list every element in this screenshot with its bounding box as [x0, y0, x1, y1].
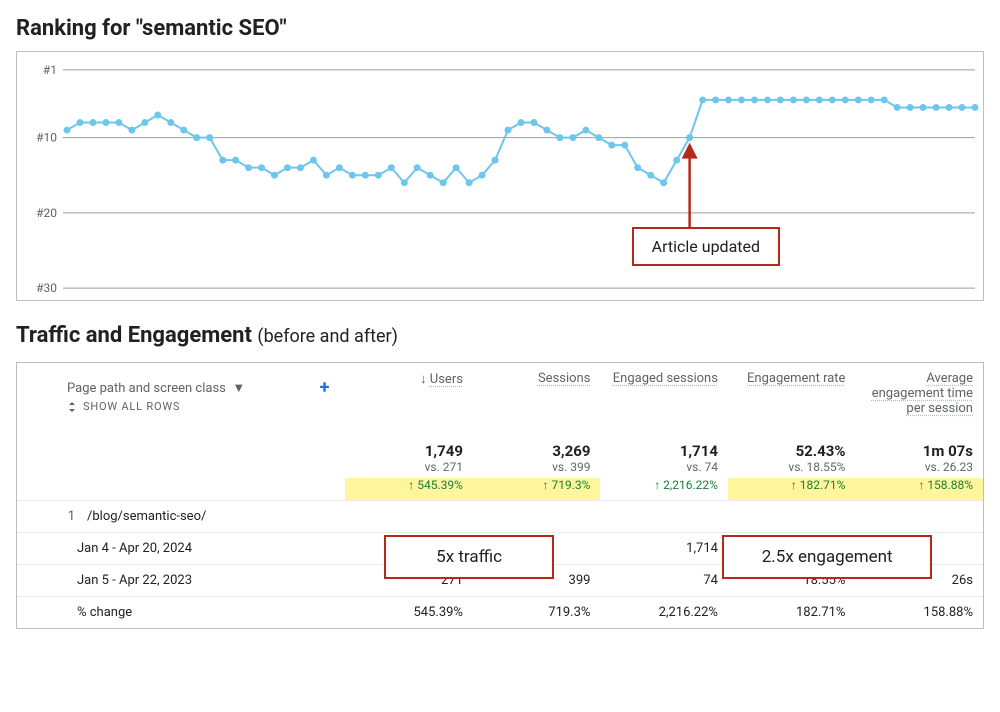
svg-text:#20: #20 — [36, 206, 57, 220]
col-users[interactable]: Users — [345, 363, 473, 424]
col-engagement-rate[interactable]: Engagement rate — [728, 363, 856, 424]
cell-sessions — [473, 501, 601, 533]
summary-users: 1,749vs. 271 — [345, 424, 473, 478]
dimension-header: Page path and screen class ▼ + SHOW ALL … — [17, 363, 345, 424]
row-label: Jan 4 - Apr 20, 2024 — [17, 533, 345, 565]
traffic-title: Traffic and Engagement — [16, 323, 252, 348]
cell-eng_sessions: 74 — [600, 565, 728, 597]
col-avg-time[interactable]: Average engagement time per session — [855, 363, 983, 424]
add-dimension-button[interactable]: + — [320, 377, 330, 398]
svg-text:#30: #30 — [36, 281, 57, 295]
summary-delta-row: 545.39%719.3%2,216.22%182.71%158.88% — [17, 478, 983, 501]
traffic-title-wrap: Traffic and Engagement (before and after… — [16, 323, 984, 348]
dimension-label[interactable]: Page path and screen class ▼ — [67, 380, 245, 396]
cell-users: 545.39% — [345, 597, 473, 629]
summary-eng_sessions: 1,714vs. 74 — [600, 424, 728, 478]
cell-users — [345, 501, 473, 533]
summary-sessions: 3,269vs. 399 — [473, 424, 601, 478]
show-all-rows-button[interactable]: SHOW ALL ROWS — [27, 400, 335, 413]
row-label: Jan 5 - Apr 22, 2023 — [17, 565, 345, 597]
traffic-subtitle: (before and after) — [257, 326, 397, 347]
metrics-panel: Page path and screen class ▼ + SHOW ALL … — [16, 362, 984, 629]
row-label: 1/blog/semantic-seo/ — [17, 501, 345, 533]
cell-eng_rate — [728, 501, 856, 533]
summary-eng_rate: 52.43%vs. 18.55% — [728, 424, 856, 478]
delta-sessions: 719.3% — [473, 478, 601, 501]
metrics-table: Page path and screen class ▼ + SHOW ALL … — [17, 363, 983, 628]
delta-users: 545.39% — [345, 478, 473, 501]
col-engaged-sessions[interactable]: Engaged sessions — [600, 363, 728, 424]
cell-eng_sessions: 1,714 — [600, 533, 728, 565]
ranking-chart: #1 #10 #20 #30 — [17, 52, 983, 300]
delta-eng_rate: 182.71% — [728, 478, 856, 501]
callout-2_5x-engagement: 2.5x engagement — [722, 535, 932, 579]
svg-text:#10: #10 — [36, 131, 57, 145]
callout-5x-traffic: 5x traffic — [384, 535, 554, 579]
summary-row: 1,749vs. 2713,269vs. 3991,714vs. 7452.43… — [17, 424, 983, 478]
cell-avg_time — [855, 501, 983, 533]
summary-avg_time: 1m 07svs. 26.23 — [855, 424, 983, 478]
svg-text:#1: #1 — [43, 63, 57, 77]
ranking-title: Ranking for "semantic SEO" — [16, 16, 984, 41]
cell-avg_time: 158.88% — [855, 597, 983, 629]
header-row: Page path and screen class ▼ + SHOW ALL … — [17, 363, 983, 424]
row-label: % change — [17, 597, 345, 629]
ranking-chart-panel: #1 #10 #20 #30 Article updated — [16, 51, 984, 301]
table-row: 1/blog/semantic-seo/ — [17, 501, 983, 533]
cell-sessions: 719.3% — [473, 597, 601, 629]
delta-avg_time: 158.88% — [855, 478, 983, 501]
delta-eng_sessions: 2,216.22% — [600, 478, 728, 501]
cell-eng_sessions: 2,216.22% — [600, 597, 728, 629]
col-sessions[interactable]: Sessions — [473, 363, 601, 424]
annotation-article-updated: Article updated — [632, 227, 780, 266]
cell-eng_sessions — [600, 501, 728, 533]
expand-icon — [67, 402, 77, 412]
table-row: % change545.39%719.3%2,216.22%182.71%158… — [17, 597, 983, 629]
cell-eng_rate: 182.71% — [728, 597, 856, 629]
